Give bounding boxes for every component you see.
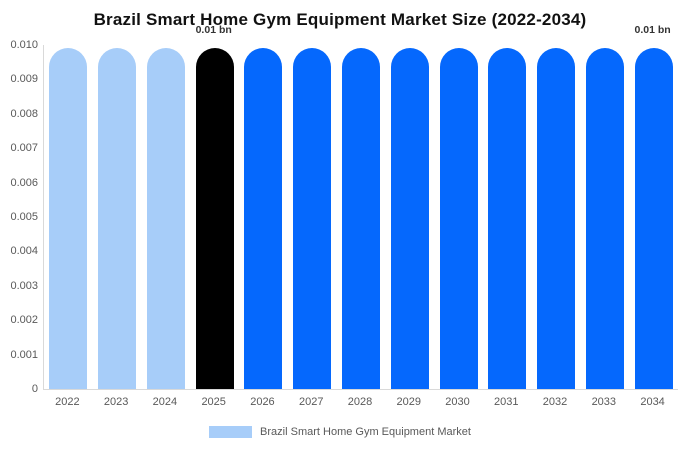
bar-2027: [293, 47, 332, 389]
chart-title: Brazil Smart Home Gym Equipment Market S…: [93, 10, 587, 29]
bar-column-2029: [385, 45, 434, 389]
y-tick-label-0.001: 0.001: [10, 348, 38, 361]
legend: Brazil Smart Home Gym Equipment Market: [0, 426, 680, 438]
x-tick-label-2022: 2022: [55, 396, 80, 408]
y-tick-label-0.005: 0.005: [10, 211, 38, 223]
bar-2031: [488, 47, 527, 389]
y-tick-label-0: 0: [31, 383, 38, 395]
bar-2023: [98, 47, 137, 389]
y-tick-label-0.004: 0.004: [10, 245, 38, 258]
legend-label: Brazil Smart Home Gym Equipment Market: [260, 426, 471, 438]
data-label-2025: 0.01 bn: [195, 24, 232, 36]
bar-column-2027: [288, 45, 337, 389]
bar-column-2030: [434, 45, 483, 389]
x-tick-label-2028: 2028: [347, 396, 373, 408]
bar-column-2032: [532, 45, 581, 389]
bar-2029: [390, 47, 429, 389]
legend-swatch: [209, 426, 253, 438]
bar-column-2023: [93, 45, 142, 389]
bar-column-2026: [239, 45, 288, 389]
data-label-2034: 0.01 bn: [634, 24, 671, 36]
bar-2034: [634, 47, 673, 389]
bar-2024: [146, 47, 185, 389]
x-tick-label-2030: 2030: [445, 396, 470, 408]
bar-column-2031: [483, 45, 532, 389]
y-tick-label-0.009: 0.009: [10, 73, 38, 86]
bar-column-2034: [629, 45, 678, 389]
bar-2030: [439, 47, 478, 389]
bar-2026: [244, 47, 283, 389]
y-tick-label-0.003: 0.003: [10, 279, 38, 292]
x-tick-label-2027: 2027: [298, 396, 324, 408]
bar-column-2022: [44, 45, 93, 389]
x-tick-label-2025: 2025: [201, 396, 226, 408]
bar-column-2033: [580, 45, 629, 389]
x-tick-label-2033: 2033: [591, 396, 617, 408]
bar-column-2024: [142, 45, 191, 389]
x-tick-label-2032: 2032: [542, 396, 568, 408]
bar-column-2028: [337, 45, 386, 389]
bar-series: [44, 45, 678, 389]
bar-2032: [537, 47, 576, 389]
x-axis-tick-labels: 2022 2023 2024 2025 2026 2027 2028 2029 2030 2031…: [43, 396, 677, 408]
y-tick-label-0.008: 0.008: [10, 107, 38, 120]
bar-column-2025: [190, 45, 239, 389]
x-tick-label-2023: 2023: [103, 396, 129, 408]
y-tick-label-0.006: 0.006: [10, 176, 38, 189]
x-tick-label-2026: 2026: [250, 396, 275, 408]
x-tick-label-2034: 2034: [640, 396, 665, 408]
y-tick-label-0.010: 0.010: [10, 39, 38, 51]
bar-2022: [49, 47, 88, 389]
bar-2025: [195, 47, 234, 389]
y-axis-tick-labels: 0 0.001 0.002 0.003 0.004 0.005 0.006 0.007 0.00…: [0, 39, 38, 395]
y-tick-label-0.007: 0.007: [10, 142, 38, 155]
plot-area: [43, 45, 678, 390]
bar-2028: [341, 47, 380, 389]
x-tick-label-2031: 2031: [494, 396, 519, 408]
y-tick-label-0.002: 0.002: [10, 314, 38, 327]
bar-2033: [585, 47, 624, 389]
x-tick-label-2024: 2024: [152, 396, 178, 408]
x-tick-label-2029: 2029: [396, 396, 421, 408]
